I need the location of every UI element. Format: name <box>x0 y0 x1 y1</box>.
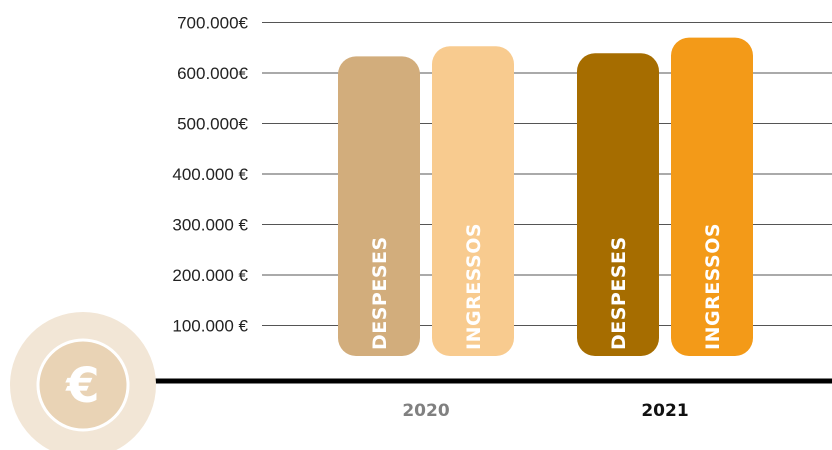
badge-inner-circle <box>36 338 130 432</box>
bar-ingressos-2021 <box>671 37 753 357</box>
y-tick-label: 500.000€ <box>177 115 248 134</box>
y-tick-label: 400.000 € <box>172 165 248 184</box>
bar-ingressos-2020 <box>432 46 514 357</box>
y-tick-label: 600.000€ <box>177 64 248 83</box>
x-category-label: 2020 <box>402 401 449 421</box>
bar-label: DESPESES <box>608 236 630 350</box>
bar-label: INGRESSOS <box>702 223 724 350</box>
y-tick-label: 700.000€ <box>177 14 248 33</box>
bar-label: DESPESES <box>369 236 391 350</box>
y-tick-label: 100.000 € <box>172 317 248 336</box>
bar-despeses-2020 <box>338 56 420 357</box>
y-axis-ticks: 100.000 € 200.000 € 300.000 € 400.000 € 500.… <box>172 14 248 336</box>
euro-badge: € <box>10 312 156 450</box>
euro-icon: € <box>65 358 99 414</box>
bar-label: INGRESSOS <box>463 223 485 350</box>
y-tick-label: 200.000 € <box>172 266 248 285</box>
x-category-label: 2021 <box>641 401 688 421</box>
x-axis-labels: 2020 2021 <box>402 401 688 421</box>
bars: DESPESES INGRESSOS DESPESES INGRESSOS <box>338 37 753 357</box>
y-tick-label: 300.000 € <box>172 216 248 235</box>
bar-despeses-2021 <box>577 53 659 357</box>
